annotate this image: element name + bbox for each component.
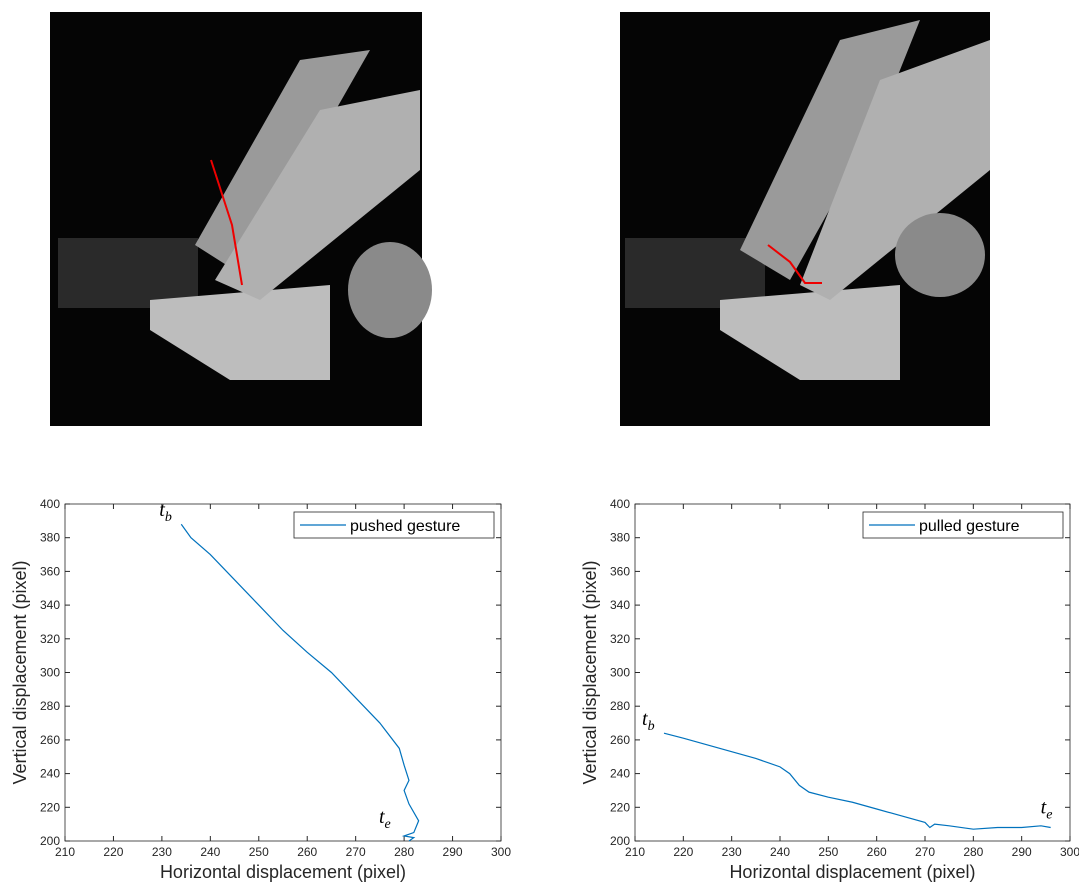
y-tick-label: 200 [40, 834, 60, 848]
plot-area [634, 503, 1071, 842]
y-tick-label: 260 [40, 733, 60, 747]
y-tick-label: 260 [610, 733, 630, 747]
y-tick-label: 380 [610, 531, 630, 545]
photo-right [620, 12, 990, 426]
x-tick-label: 300 [1060, 845, 1079, 859]
x-tick-label: 260 [867, 845, 887, 859]
plot-area [64, 503, 502, 842]
x-tick-label: 230 [152, 845, 172, 859]
y-tick-label: 300 [610, 666, 630, 680]
y-tick-label: 400 [610, 497, 630, 511]
annotation: tb [642, 708, 655, 734]
y-tick-label: 240 [610, 767, 630, 781]
x-tick-label: 220 [673, 845, 693, 859]
annotation-subscript: b [165, 510, 172, 525]
photo-left [50, 12, 432, 426]
line-series [180, 523, 420, 842]
annotation-subscript: b [648, 719, 655, 734]
annotation-subscript: e [1046, 808, 1052, 823]
line-series [663, 732, 1051, 830]
annotation-text: t [1041, 797, 1047, 819]
y-tick-label: 240 [40, 767, 60, 781]
annotation-subscript: e [385, 817, 391, 832]
x-tick-label: 250 [818, 845, 838, 859]
chart: 210 220 230 240 250 260 270 280 290 300 200 220 240 2… [10, 497, 511, 882]
x-tick-label: 290 [1012, 845, 1032, 859]
y-tick-label: 340 [610, 598, 630, 612]
x-tick-label: 240 [770, 845, 790, 859]
y-tick-label: 220 [40, 800, 60, 814]
y-tick-label: 300 [40, 666, 60, 680]
y-tick-label: 340 [40, 598, 60, 612]
x-axis-label: Horizontal displacement (pixel) [729, 862, 975, 882]
x-tick-label: 220 [103, 845, 123, 859]
annotation-text: t [642, 708, 648, 730]
y-tick-label: 280 [40, 699, 60, 713]
chart: 210 220 230 240 250 260 270 280 290 300 200 220 240 2… [580, 497, 1079, 882]
y-tick-label: 200 [610, 834, 630, 848]
x-tick-label: 280 [963, 845, 983, 859]
x-tick-label: 300 [491, 845, 511, 859]
y-tick-label: 320 [40, 632, 60, 646]
annotation: te [1041, 797, 1053, 823]
x-axis-label: Horizontal displacement (pixel) [160, 862, 406, 882]
legend-label: pushed gesture [350, 518, 460, 535]
legend-label: pulled gesture [919, 518, 1020, 535]
annotation: tb [159, 499, 172, 525]
x-tick-label: 210 [625, 845, 645, 859]
y-axis-label: Vertical displacement (pixel) [10, 560, 30, 784]
x-tick-label: 270 [915, 845, 935, 859]
y-tick-label: 360 [610, 564, 630, 578]
y-tick-label: 320 [610, 632, 630, 646]
annotation: te [379, 806, 391, 832]
y-tick-label: 400 [40, 497, 60, 511]
x-tick-label: 250 [249, 845, 269, 859]
y-tick-label: 280 [610, 699, 630, 713]
x-tick-label: 260 [297, 845, 317, 859]
x-tick-label: 280 [394, 845, 414, 859]
y-tick-label: 220 [610, 800, 630, 814]
annotation-text: t [159, 499, 165, 521]
x-tick-label: 290 [443, 845, 463, 859]
y-tick-label: 380 [40, 531, 60, 545]
y-axis-label: Vertical displacement (pixel) [580, 560, 600, 784]
x-tick-label: 210 [55, 845, 75, 859]
annotation-text: t [379, 806, 385, 828]
x-tick-label: 230 [722, 845, 742, 859]
y-tick-label: 360 [40, 564, 60, 578]
x-tick-label: 270 [346, 845, 366, 859]
x-tick-label: 240 [200, 845, 220, 859]
